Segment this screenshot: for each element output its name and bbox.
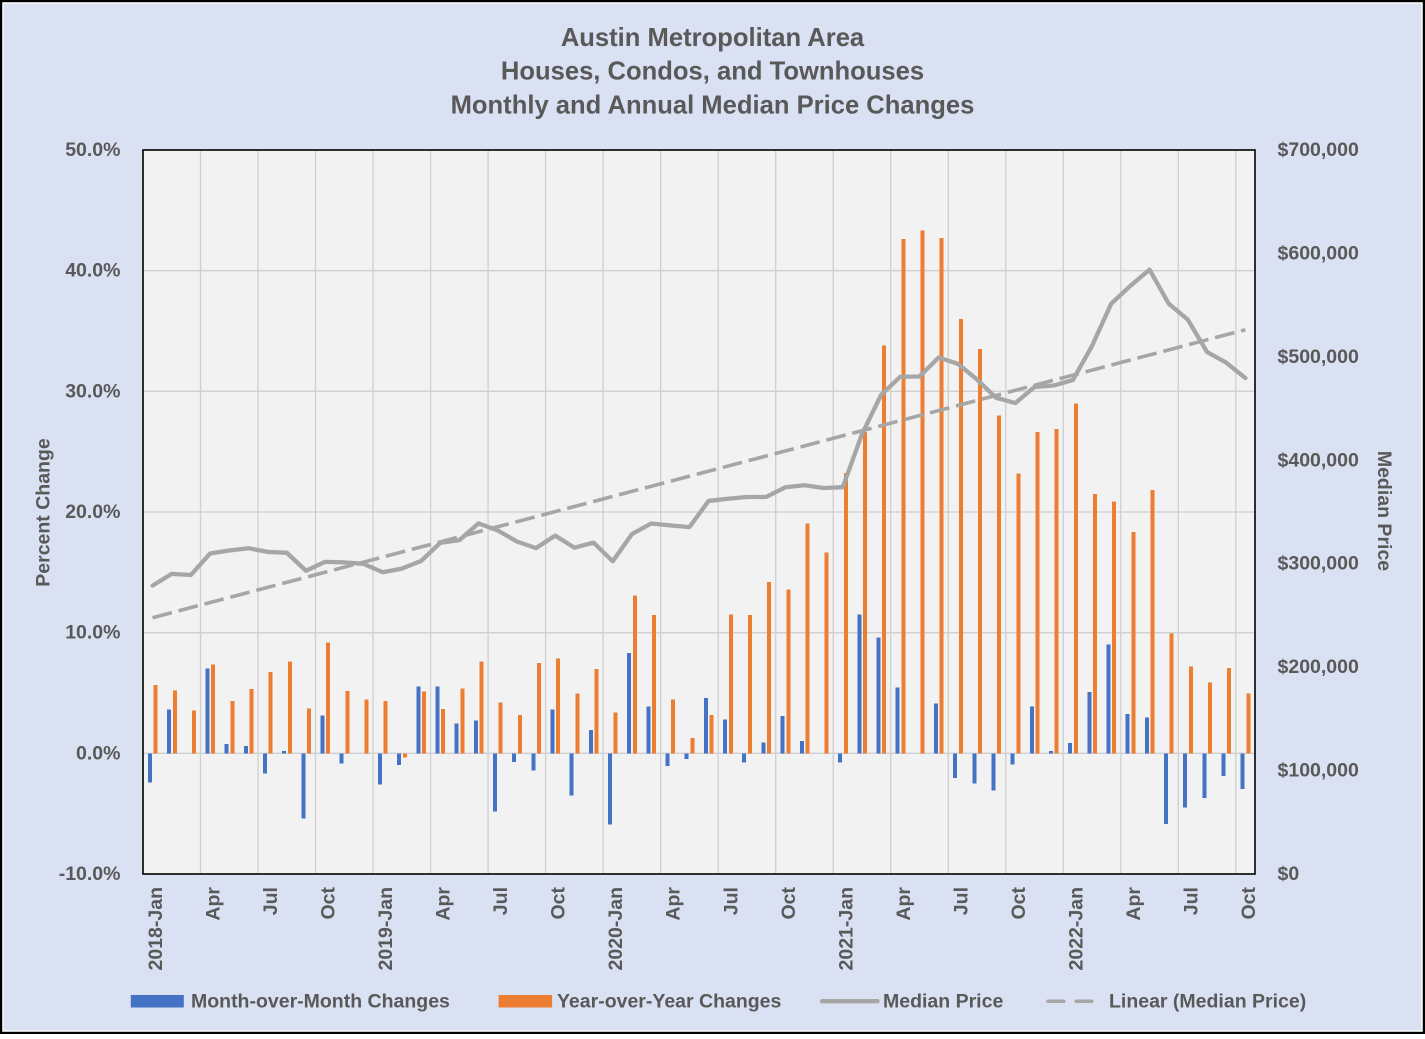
svg-text:$200,000: $200,000	[1278, 656, 1359, 678]
svg-text:Monthly and Annual Median Pric: Monthly and Annual Median Price Changes	[451, 91, 975, 119]
svg-text:-10.0%: -10.0%	[59, 863, 121, 885]
svg-text:Jul: Jul	[720, 887, 742, 915]
svg-text:Apr: Apr	[203, 887, 225, 921]
svg-text:Austin Metropolitan Area: Austin Metropolitan Area	[561, 24, 865, 52]
svg-text:Oct: Oct	[778, 887, 800, 920]
svg-text:10.0%: 10.0%	[65, 622, 120, 644]
svg-text:Oct: Oct	[1008, 887, 1030, 920]
svg-text:2019-Jan: 2019-Jan	[375, 887, 397, 970]
svg-text:Apr: Apr	[893, 887, 915, 921]
svg-text:Month-over-Month Changes: Month-over-Month Changes	[191, 991, 450, 1013]
svg-text:$100,000: $100,000	[1278, 760, 1359, 782]
svg-text:Oct: Oct	[1238, 887, 1260, 920]
svg-text:Linear (Median Price): Linear (Median Price)	[1109, 991, 1306, 1013]
svg-text:20.0%: 20.0%	[65, 501, 120, 523]
svg-text:2020-Jan: 2020-Jan	[605, 887, 627, 970]
svg-text:50.0%: 50.0%	[65, 139, 120, 161]
svg-text:Houses, Condos, and Townhouses: Houses, Condos, and Townhouses	[501, 58, 924, 86]
svg-text:Year-over-Year Changes: Year-over-Year Changes	[557, 991, 782, 1013]
svg-text:2018-Jan: 2018-Jan	[145, 887, 167, 970]
svg-text:$0: $0	[1278, 863, 1300, 885]
svg-text:0.0%: 0.0%	[76, 742, 120, 764]
svg-text:$400,000: $400,000	[1278, 449, 1359, 471]
svg-text:Apr: Apr	[433, 887, 455, 921]
svg-text:30.0%: 30.0%	[65, 380, 120, 402]
svg-text:2021-Jan: 2021-Jan	[835, 887, 857, 970]
svg-text:Jul: Jul	[950, 887, 972, 915]
svg-text:Oct: Oct	[548, 887, 570, 920]
svg-text:Oct: Oct	[318, 887, 340, 920]
svg-text:Apr: Apr	[663, 887, 685, 921]
svg-text:$600,000: $600,000	[1278, 242, 1359, 264]
svg-text:Percent Change: Percent Change	[33, 438, 55, 587]
svg-text:Median Price: Median Price	[883, 991, 1003, 1013]
svg-text:2022-Jan: 2022-Jan	[1065, 887, 1087, 970]
svg-text:$300,000: $300,000	[1278, 553, 1359, 575]
svg-text:40.0%: 40.0%	[65, 260, 120, 282]
svg-text:$700,000: $700,000	[1278, 139, 1359, 161]
svg-text:Jul: Jul	[260, 887, 282, 915]
svg-text:Apr: Apr	[1123, 887, 1145, 921]
svg-text:Jul: Jul	[490, 887, 512, 915]
svg-text:Jul: Jul	[1180, 887, 1202, 915]
svg-text:$500,000: $500,000	[1278, 346, 1359, 368]
svg-text:Median Price: Median Price	[1373, 451, 1395, 571]
